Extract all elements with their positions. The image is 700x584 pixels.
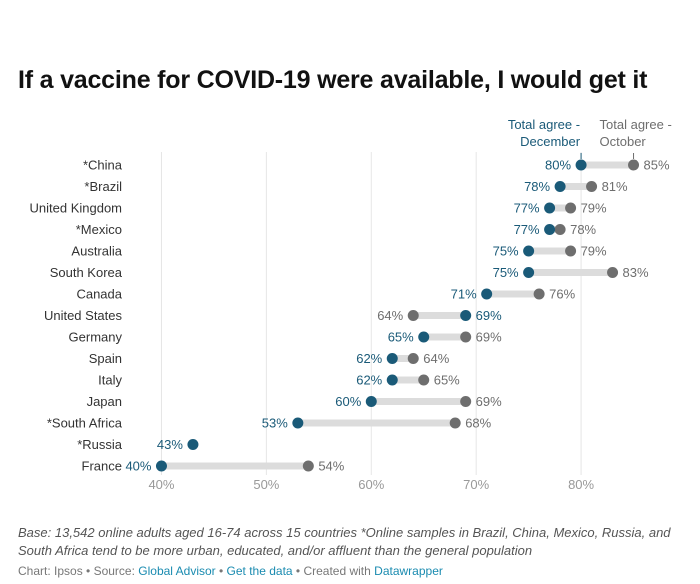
category-label: United States (44, 308, 123, 323)
dot-december (481, 288, 493, 300)
value-label-december: 69% (476, 308, 502, 323)
dot-december (418, 331, 430, 343)
value-label-october: 69% (476, 394, 502, 409)
dot-october (554, 224, 566, 235)
dot-december (386, 353, 398, 364)
value-label-october: 78% (570, 222, 596, 237)
datawrapper-link[interactable]: Datawrapper (374, 564, 443, 578)
dot-october (460, 396, 472, 407)
dot-december (386, 374, 398, 386)
value-label-october: 64% (377, 308, 403, 323)
dot-december (365, 396, 377, 407)
value-label-october: 64% (423, 351, 449, 366)
category-label: *Brazil (84, 179, 122, 194)
footer-chart-credit: Chart: Ipsos (18, 564, 83, 578)
x-tick-label: 70% (463, 477, 489, 492)
value-label-december: 75% (493, 244, 519, 259)
value-label-december: 62% (356, 351, 382, 366)
dot-december (523, 245, 535, 257)
dot-december (460, 310, 472, 321)
dot-october (418, 374, 430, 386)
value-label-october: 85% (644, 158, 670, 173)
footer-separator: • (215, 564, 227, 578)
value-label-december: 43% (157, 437, 183, 452)
category-label: *Russia (77, 437, 123, 452)
dot-december (544, 202, 556, 214)
value-label-october: 79% (581, 201, 607, 216)
value-label-december: 77% (514, 201, 540, 216)
value-label-december: 65% (388, 330, 414, 345)
dot-october (407, 353, 419, 364)
get-data-link[interactable]: Get the data (226, 564, 293, 578)
dot-december (155, 460, 167, 472)
footer-separator: • (82, 564, 94, 578)
legend-december: Total agree - (508, 117, 580, 132)
value-label-october: 81% (602, 179, 628, 194)
dot-december (523, 267, 535, 278)
dot-october (607, 267, 619, 278)
x-tick-label: 50% (253, 477, 279, 492)
value-label-december: 80% (545, 158, 571, 173)
source-link[interactable]: Global Advisor (138, 564, 216, 578)
dot-december (575, 159, 587, 171)
dot-october (407, 310, 419, 321)
dot-october (460, 331, 472, 343)
category-label: *China (83, 158, 123, 173)
category-label: France (82, 459, 122, 474)
legend-december: December (520, 134, 581, 149)
dot-december (544, 224, 556, 235)
category-label: Japan (87, 394, 122, 409)
value-label-december: 75% (493, 265, 519, 280)
x-tick-label: 60% (358, 477, 384, 492)
dot-october (628, 159, 640, 171)
value-label-october: 79% (581, 244, 607, 259)
footer-created-prefix: Created with (303, 564, 375, 578)
category-label: *South Africa (47, 416, 123, 431)
x-tick-label: 80% (568, 477, 594, 492)
category-label: Italy (98, 373, 122, 388)
value-label-october: 76% (549, 287, 575, 302)
dot-october (449, 417, 461, 429)
chart-title: If a vaccine for COVID-19 were available… (18, 66, 648, 94)
value-label-october: 69% (476, 330, 502, 345)
dot-october (302, 460, 314, 472)
value-label-october: 83% (623, 265, 649, 280)
category-label: Germany (69, 330, 123, 345)
category-label: Canada (76, 287, 122, 302)
value-label-october: 54% (318, 459, 344, 474)
value-label-december: 62% (356, 373, 382, 388)
category-label: South Korea (50, 265, 123, 280)
dot-october (533, 288, 545, 300)
dot-december (554, 181, 566, 192)
value-label-december: 78% (524, 179, 550, 194)
dot-range-chart: 40% 50% 60% 70% 80% Total agree - December Tota… (30, 117, 672, 492)
dot-october (565, 202, 577, 214)
category-label: United Kingdom (30, 201, 123, 216)
dot-october (565, 245, 577, 257)
value-label-december: 71% (451, 287, 477, 302)
value-label-december: 53% (262, 416, 288, 431)
value-label-december: 60% (335, 394, 361, 409)
chart-notes: Base: 13,542 online adults aged 16-74 ac… (18, 525, 671, 558)
chart-footer: Chart: Ipsos • Source: Global Advisor • … (18, 564, 443, 578)
dot-december (292, 417, 304, 429)
dot-october (586, 181, 598, 192)
x-tick-label: 40% (148, 477, 174, 492)
value-label-december: 40% (125, 459, 151, 474)
category-label: Australia (71, 244, 122, 259)
footer-source-prefix: Source: (93, 564, 139, 578)
legend-october: Total agree - (600, 117, 672, 132)
footer-separator: • (292, 564, 304, 578)
dot-december (187, 439, 199, 450)
value-label-october: 68% (465, 416, 491, 431)
category-label: Spain (89, 351, 122, 366)
legend-october: October (600, 134, 647, 149)
value-label-december: 77% (514, 222, 540, 237)
category-label: *Mexico (76, 222, 122, 237)
value-label-october: 65% (434, 373, 460, 388)
